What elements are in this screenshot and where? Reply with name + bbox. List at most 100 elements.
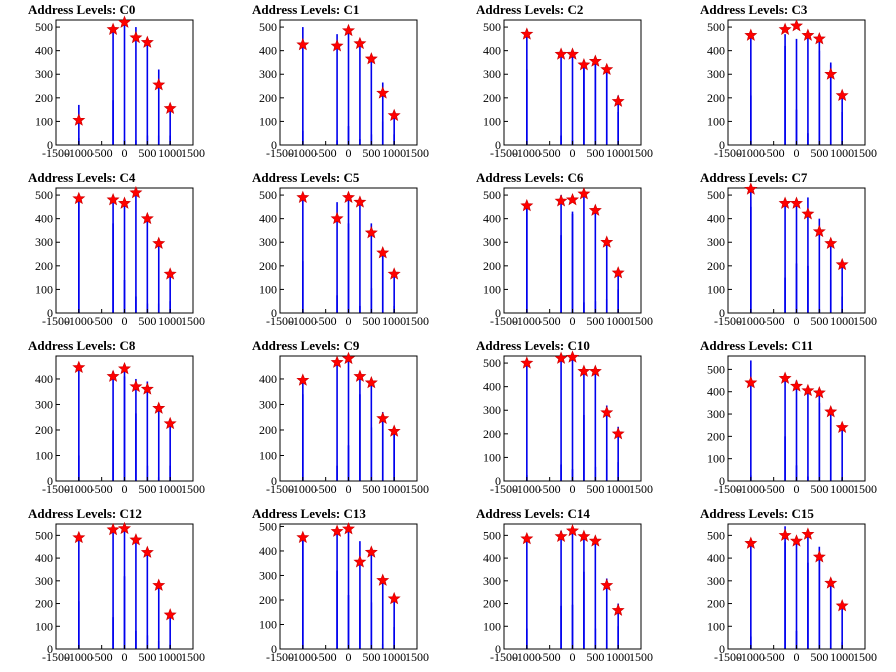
- x-tick-label: 1000: [158, 650, 182, 664]
- star-marker: [566, 350, 579, 363]
- chart-title: Address Levels: C0: [28, 2, 135, 17]
- y-tick-label: 500: [35, 188, 53, 202]
- x-tick-label: 500: [138, 650, 156, 664]
- x-tick-label: -1000: [65, 650, 93, 664]
- star-marker: [790, 19, 803, 32]
- chart-title: Address Levels: C7: [700, 170, 808, 185]
- x-tick-label: 500: [138, 314, 156, 328]
- x-tick-label: 1500: [181, 314, 205, 328]
- chart-panel: Address Levels: C15 0 100 200 300 400 500 -1500…: [672, 504, 896, 672]
- x-tick-label: 1500: [181, 482, 205, 496]
- y-tick-label: 300: [259, 568, 277, 582]
- y-tick-label: 400: [707, 385, 725, 399]
- star-marker: [163, 101, 177, 114]
- chart-svg: Address Levels: C10 0 100 200 300 400 500 -1500…: [476, 338, 653, 496]
- y-tick-label: 400: [35, 372, 53, 386]
- star-marker: [330, 211, 344, 225]
- y-tick-label: 0: [271, 138, 277, 152]
- chart-panel: Address Levels: C8 0 100 200 300 400 -1500 -100…: [0, 336, 224, 504]
- y-tick-label: 0: [47, 642, 53, 656]
- x-tick-label: 0: [794, 146, 800, 160]
- y-tick-label: 500: [259, 20, 277, 34]
- star-marker: [152, 78, 166, 91]
- y-tick-label: 300: [483, 403, 501, 417]
- x-tick-label: -500: [315, 146, 337, 160]
- y-tick-label: 500: [259, 519, 277, 533]
- star-marker: [588, 364, 602, 377]
- y-tick-label: 200: [259, 593, 277, 607]
- y-tick-label: 100: [483, 282, 501, 296]
- x-tick-label: 0: [122, 314, 128, 328]
- y-tick-label: 400: [259, 44, 277, 58]
- chart-panel: Address Levels: C10 0 100 200 300 400 500 -1500…: [448, 336, 672, 504]
- y-tick-label: 300: [707, 67, 725, 81]
- star-marker: [296, 373, 310, 386]
- star-marker: [611, 427, 625, 440]
- star-marker: [744, 28, 758, 41]
- y-tick-label: 300: [483, 574, 501, 588]
- star-marker: [376, 411, 390, 425]
- chart-svg: Address Levels: C11 0 100 200 300 400 500 -1500…: [700, 338, 877, 496]
- x-tick-label: 1000: [606, 314, 630, 328]
- star-marker: [330, 39, 344, 52]
- star-marker: [376, 246, 390, 259]
- y-tick-label: 200: [707, 597, 725, 611]
- y-tick-label: 100: [483, 450, 501, 464]
- y-tick-label: 500: [707, 362, 725, 376]
- star-marker: [342, 522, 355, 535]
- x-tick-label: -500: [91, 650, 113, 664]
- star-marker: [72, 530, 86, 544]
- y-tick-label: 300: [35, 67, 53, 81]
- star-marker: [600, 405, 614, 419]
- star-marker: [106, 522, 120, 536]
- star-marker: [801, 527, 815, 540]
- chart-title: Address Levels: C1: [252, 2, 359, 17]
- x-tick-label: 1500: [405, 314, 429, 328]
- x-tick-label: -500: [91, 314, 113, 328]
- star-marker: [554, 529, 568, 543]
- x-tick-label: -1000: [737, 650, 765, 664]
- x-tick-label: -1500: [42, 314, 70, 328]
- star-marker: [152, 578, 166, 591]
- y-tick-label: 200: [35, 259, 53, 273]
- y-tick-label: 400: [35, 551, 53, 565]
- y-tick-label: 300: [707, 574, 725, 588]
- star-marker: [353, 36, 367, 50]
- x-tick-label: 500: [810, 650, 828, 664]
- x-tick-label: 1000: [158, 146, 182, 160]
- x-tick-label: 0: [122, 650, 128, 664]
- chart-panel: Address Levels: C2 0 100 200 300 400 500 -1500-…: [448, 0, 672, 168]
- y-tick-label: 100: [259, 282, 277, 296]
- x-tick-label: 500: [586, 650, 604, 664]
- star-marker: [611, 266, 625, 279]
- x-tick-label: -1500: [714, 650, 742, 664]
- chart-title: Address Levels: C14: [476, 506, 590, 521]
- star-marker: [577, 364, 591, 377]
- star-marker: [566, 47, 579, 60]
- x-tick-label: -500: [315, 314, 337, 328]
- star-marker: [342, 190, 355, 203]
- x-tick-label: 0: [346, 314, 352, 328]
- star-marker: [801, 383, 815, 397]
- chart-title: Address Levels: C2: [476, 2, 583, 17]
- chart-title: Address Levels: C9: [252, 338, 360, 353]
- star-marker: [106, 22, 120, 35]
- star-marker: [330, 355, 344, 368]
- star-marker: [566, 524, 579, 537]
- x-tick-label: 500: [586, 314, 604, 328]
- star-marker: [812, 32, 826, 45]
- y-tick-label: 400: [483, 551, 501, 565]
- x-tick-label: 500: [810, 146, 828, 160]
- x-tick-label: -1500: [490, 650, 518, 664]
- x-tick-label: 0: [570, 146, 576, 160]
- star-marker: [588, 534, 602, 547]
- star-marker: [72, 191, 86, 205]
- star-marker: [364, 225, 378, 239]
- x-tick-label: -1000: [65, 482, 93, 496]
- star-marker: [364, 52, 378, 65]
- chart-svg: Address Levels: C00100200300400500-1500-…: [28, 2, 205, 160]
- y-tick-label: 200: [483, 597, 501, 611]
- star-marker: [520, 356, 534, 369]
- x-tick-label: 0: [570, 650, 576, 664]
- y-tick-label: 0: [271, 642, 277, 656]
